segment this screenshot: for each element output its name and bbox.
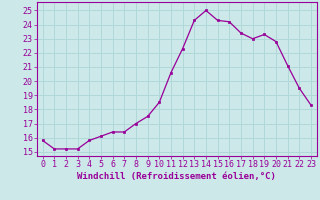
X-axis label: Windchill (Refroidissement éolien,°C): Windchill (Refroidissement éolien,°C) [77, 172, 276, 181]
